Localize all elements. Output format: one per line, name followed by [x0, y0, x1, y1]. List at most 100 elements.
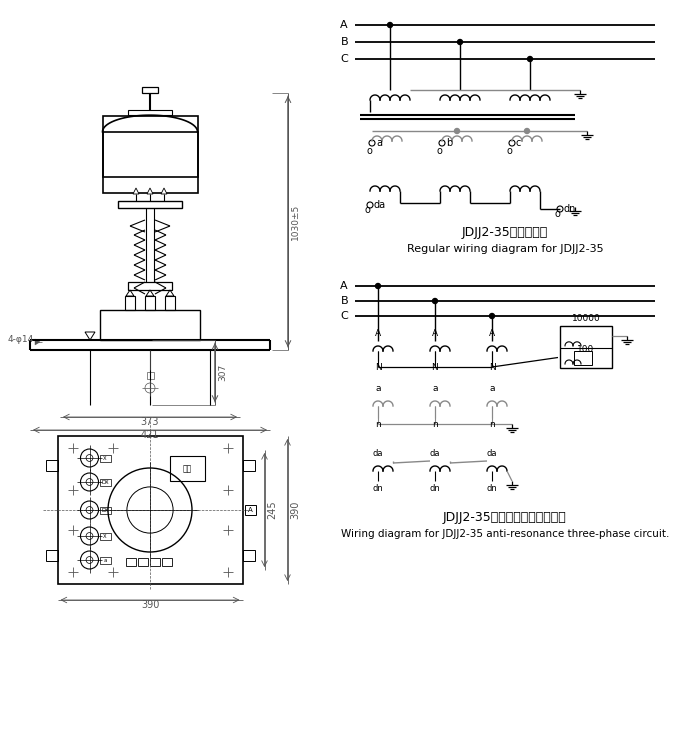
Text: a: a — [103, 558, 107, 562]
Bar — [243, 460, 254, 471]
Bar — [574, 351, 592, 365]
Text: a: a — [376, 138, 382, 148]
Circle shape — [454, 129, 460, 133]
Text: 373: 373 — [141, 417, 159, 427]
Text: 4-φ14: 4-φ14 — [8, 335, 34, 344]
Bar — [99, 556, 110, 564]
Text: N: N — [489, 363, 495, 372]
Text: n: n — [432, 420, 438, 429]
Text: dn: dn — [373, 484, 384, 493]
Text: o: o — [364, 205, 370, 215]
Polygon shape — [133, 188, 139, 194]
Bar — [46, 550, 58, 561]
Text: a: a — [432, 384, 438, 393]
Text: 390: 390 — [290, 501, 301, 519]
Text: A: A — [248, 507, 252, 513]
Bar — [103, 116, 197, 177]
Polygon shape — [166, 290, 174, 296]
Text: da: da — [374, 200, 386, 210]
Polygon shape — [146, 290, 154, 296]
Text: dn: dn — [487, 484, 497, 493]
Text: A: A — [432, 329, 438, 338]
Text: 390: 390 — [141, 600, 159, 610]
Circle shape — [557, 206, 563, 212]
Bar — [150, 558, 160, 566]
Text: X: X — [103, 455, 107, 460]
Bar — [128, 282, 172, 290]
Text: c: c — [516, 138, 522, 148]
Text: N: N — [432, 363, 439, 372]
Bar — [165, 296, 175, 310]
Text: C: C — [340, 54, 348, 64]
Text: a: a — [375, 384, 381, 393]
Text: B: B — [341, 296, 348, 306]
Text: JDJJ2-35常规接线图: JDJJ2-35常规接线图 — [462, 226, 548, 239]
Bar — [145, 296, 155, 310]
Text: dn: dn — [430, 484, 441, 493]
Text: Regular wiring diagram for JDJJ2-35: Regular wiring diagram for JDJJ2-35 — [407, 244, 603, 254]
Bar — [118, 201, 182, 208]
Bar — [46, 460, 58, 471]
Text: da: da — [430, 449, 440, 458]
Text: o: o — [436, 146, 442, 156]
Bar — [125, 296, 135, 310]
Bar — [126, 558, 136, 566]
Text: 10000: 10000 — [572, 314, 600, 323]
Text: 421: 421 — [141, 430, 159, 440]
Circle shape — [524, 129, 530, 133]
Bar — [99, 532, 110, 539]
Bar — [99, 479, 110, 485]
Text: 307: 307 — [218, 364, 227, 381]
Text: o: o — [506, 146, 512, 156]
Text: DX: DX — [101, 479, 109, 485]
Circle shape — [375, 283, 381, 288]
Circle shape — [432, 299, 437, 304]
Bar — [103, 132, 197, 193]
Circle shape — [369, 140, 375, 146]
Polygon shape — [161, 188, 167, 194]
Text: X: X — [103, 534, 107, 539]
Circle shape — [528, 56, 532, 61]
Text: N: N — [375, 363, 381, 372]
Bar — [99, 507, 110, 514]
Bar — [146, 372, 154, 379]
Bar — [162, 558, 172, 566]
Text: 1030±5: 1030±5 — [291, 203, 300, 239]
Text: DX: DX — [101, 507, 109, 512]
Text: a: a — [489, 384, 495, 393]
Circle shape — [509, 140, 515, 146]
Bar — [243, 550, 254, 561]
Bar — [560, 326, 612, 368]
Bar — [100, 310, 200, 340]
Polygon shape — [85, 332, 95, 340]
Text: C: C — [340, 311, 348, 321]
Bar — [142, 87, 158, 93]
Bar — [128, 111, 172, 115]
Text: dn: dn — [564, 204, 577, 214]
Text: B: B — [341, 37, 348, 47]
Polygon shape — [35, 339, 40, 345]
Polygon shape — [126, 290, 134, 296]
Polygon shape — [147, 188, 153, 194]
Circle shape — [439, 140, 445, 146]
Text: Wiring diagram for JDJJ2-35 anti-resonance three-phase circuit.: Wiring diagram for JDJJ2-35 anti-resonan… — [341, 529, 669, 539]
Text: A: A — [489, 329, 495, 338]
Text: o: o — [366, 146, 372, 156]
Text: 100: 100 — [577, 345, 594, 354]
Bar — [99, 455, 110, 461]
Bar — [58, 436, 243, 584]
Text: da: da — [373, 449, 384, 458]
Text: b: b — [446, 138, 452, 148]
Text: A: A — [341, 281, 348, 291]
Text: A: A — [375, 329, 381, 338]
Text: JDJJ2-35抗谐振三相线路接线图: JDJJ2-35抗谐振三相线路接线图 — [443, 511, 567, 524]
Text: da: da — [487, 449, 497, 458]
Circle shape — [458, 40, 462, 45]
Bar — [170, 456, 205, 481]
Text: 铭牌: 铭牌 — [183, 464, 192, 473]
Circle shape — [490, 313, 494, 318]
Text: o: o — [554, 209, 560, 219]
Text: 245: 245 — [267, 501, 277, 519]
Bar — [245, 505, 256, 515]
Bar — [138, 558, 148, 566]
